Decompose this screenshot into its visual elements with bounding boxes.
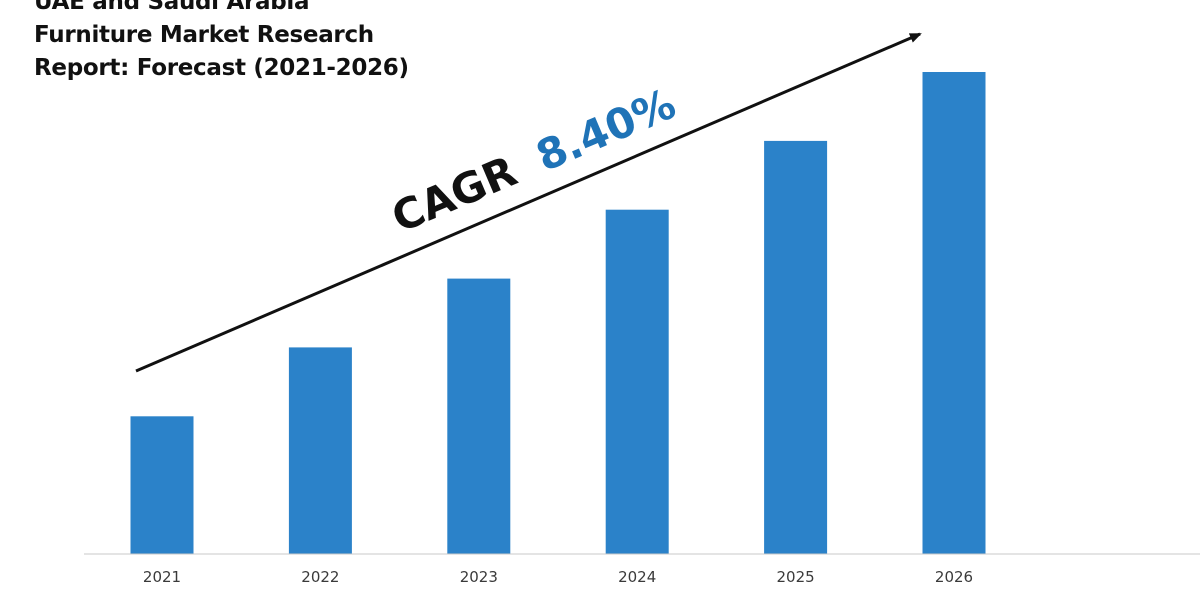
bar-2024 (605, 209, 669, 554)
x-tick-label-2026: 2026 (935, 568, 973, 586)
bar-2026 (922, 72, 986, 554)
cagr-label: CAGR (385, 146, 524, 242)
trend-arrow (135, 32, 922, 373)
x-tick-labels: 2021 2022 2023 2024 2025 2026 (143, 568, 973, 586)
title-line-2: Furniture Market Research (34, 22, 374, 48)
x-tick-label-2024: 2024 (618, 568, 656, 586)
bar-2021 (130, 416, 194, 554)
x-tick-label-2023: 2023 (460, 568, 498, 586)
bar-2023 (447, 278, 511, 554)
x-tick-label-2022: 2022 (301, 568, 339, 586)
bar-2025 (764, 140, 828, 554)
x-tick-label-2021: 2021 (143, 568, 181, 586)
bar-2022 (288, 347, 352, 554)
chart-title: UAE and Saudi Arabia Furniture Market Re… (34, 0, 409, 85)
title-line-3: Report: Forecast (2021-2026) (34, 55, 409, 81)
x-tick-label-2025: 2025 (777, 568, 815, 586)
bars-group (130, 72, 986, 554)
cagr-value: 8.40% (529, 79, 682, 181)
title-line-1: UAE and Saudi Arabia (34, 0, 310, 15)
